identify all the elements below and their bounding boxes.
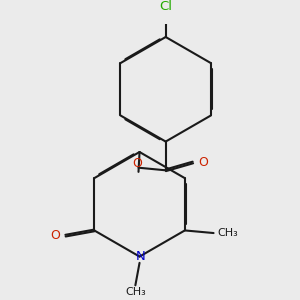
Text: CH₃: CH₃	[218, 228, 238, 238]
Text: CH₃: CH₃	[125, 286, 146, 297]
Text: O: O	[198, 156, 208, 169]
Text: Cl: Cl	[159, 0, 172, 13]
Text: O: O	[50, 229, 60, 242]
Text: O: O	[133, 157, 142, 170]
Text: N: N	[136, 250, 146, 263]
